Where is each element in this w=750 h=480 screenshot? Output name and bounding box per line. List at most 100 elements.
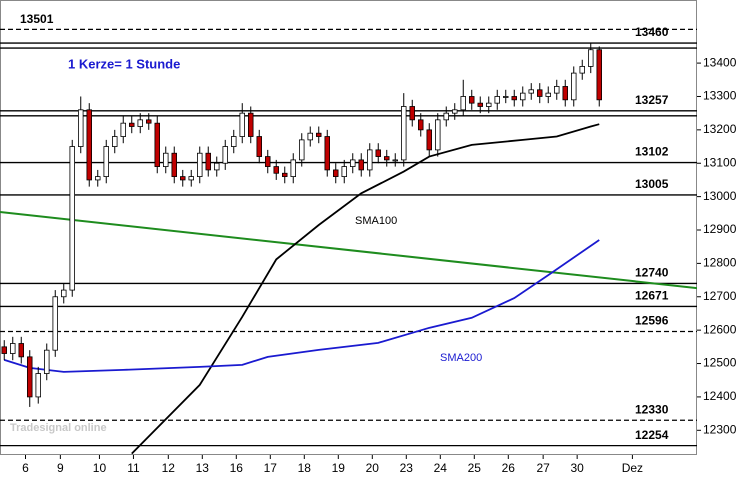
candle-body — [282, 172, 288, 177]
x-tick-label: 17 — [264, 461, 278, 475]
candle-body — [409, 106, 415, 121]
sma-line — [131, 123, 600, 455]
plot-area — [0, 28, 697, 455]
x-tick-label: 19 — [332, 461, 346, 475]
candle-body — [545, 92, 551, 97]
candle-body — [341, 166, 347, 177]
candle-body — [205, 152, 211, 171]
candle-body — [103, 146, 109, 177]
x-tick-label: 23 — [400, 461, 414, 475]
candle-body — [511, 96, 517, 101]
candle-body — [596, 49, 602, 101]
level-label: 13501 — [20, 12, 54, 26]
candle-body — [248, 112, 254, 137]
y-tick-label: 13000 — [703, 189, 737, 203]
candle-body — [358, 159, 364, 171]
level-label: 13102 — [635, 145, 669, 159]
y-tick-label: 13100 — [703, 155, 737, 169]
plot-frame — [0, 0, 697, 455]
candle-body — [392, 159, 398, 162]
level-label: 12740 — [635, 266, 669, 280]
level-label: 12254 — [635, 428, 669, 442]
level-label: 13460 — [635, 25, 669, 39]
candle-body — [375, 149, 381, 157]
candle-body — [163, 152, 169, 167]
candle-body — [435, 119, 441, 151]
candle-body — [350, 159, 356, 167]
candle-body — [324, 136, 330, 171]
x-tick-label: 24 — [434, 461, 448, 475]
candle-body — [299, 139, 305, 161]
candle-body — [520, 92, 526, 101]
candle-body — [154, 122, 160, 167]
candle-body — [146, 119, 152, 124]
candle-body — [239, 112, 245, 137]
x-tick-label: 6 — [22, 461, 29, 475]
level-label: 12671 — [635, 289, 669, 303]
candle-body — [290, 159, 296, 177]
sma-line — [3, 239, 600, 373]
candle-body — [579, 66, 585, 74]
candle-body — [112, 136, 118, 147]
candle-body — [401, 106, 407, 161]
trendline — [0, 210, 697, 290]
candle-body — [120, 122, 126, 137]
series-label: SMA200 — [440, 352, 482, 364]
candle-body — [477, 102, 483, 107]
candle-body — [214, 162, 220, 171]
candle-body — [367, 149, 373, 171]
candle-body — [426, 129, 432, 151]
x-tick-label: 16 — [230, 461, 244, 475]
candle-body — [562, 86, 568, 101]
note: 1 Kerze= 1 Stunde — [68, 56, 180, 71]
candle-body — [61, 289, 67, 298]
y-tick-label: 13200 — [703, 122, 737, 136]
candle-body — [537, 89, 543, 97]
x-tick-label: 30 — [570, 461, 584, 475]
candle-body — [188, 176, 194, 181]
candle-body — [35, 373, 41, 398]
candle-body — [384, 156, 390, 161]
candle-body — [95, 176, 101, 181]
candle-body — [494, 96, 500, 104]
candle-body — [528, 89, 534, 94]
candle-body — [129, 122, 135, 127]
x-tick-label: 27 — [536, 461, 550, 475]
candle-body — [265, 156, 271, 167]
level-label: 12330 — [635, 402, 669, 416]
candle-body — [273, 166, 279, 174]
y-tick-label: 12400 — [703, 389, 737, 403]
candle-body — [222, 146, 228, 164]
candle-body — [197, 152, 203, 177]
series-label: SMA100 — [355, 215, 397, 227]
candle-body — [307, 132, 313, 141]
x-tick-label: Dez — [622, 461, 643, 475]
candle-body — [316, 132, 322, 137]
candle-body — [86, 109, 92, 181]
candle-body — [180, 176, 186, 181]
candle-body — [137, 119, 143, 127]
candle-body — [486, 102, 492, 107]
candle-body — [571, 72, 577, 101]
candle-body — [443, 112, 449, 121]
y-tick-label: 12300 — [703, 422, 737, 436]
candle-body — [554, 86, 560, 94]
candle-body — [1, 346, 7, 354]
candle-body — [256, 136, 262, 157]
y-tick-label: 12600 — [703, 322, 737, 336]
level-label: 12596 — [635, 314, 669, 328]
candle-body — [44, 349, 50, 374]
y-tick-label: 12800 — [703, 256, 737, 270]
x-tick-label: 10 — [93, 461, 107, 475]
candle-body — [231, 136, 237, 147]
x-tick-label: 25 — [468, 461, 482, 475]
watermark: Tradesignal online — [10, 422, 107, 434]
x-tick-label: 9 — [57, 461, 64, 475]
candle-body — [171, 152, 177, 177]
x-tick-label: 20 — [366, 461, 380, 475]
y-tick-label: 12900 — [703, 222, 737, 236]
candle-body — [460, 96, 466, 111]
level-label: 13005 — [635, 177, 669, 191]
